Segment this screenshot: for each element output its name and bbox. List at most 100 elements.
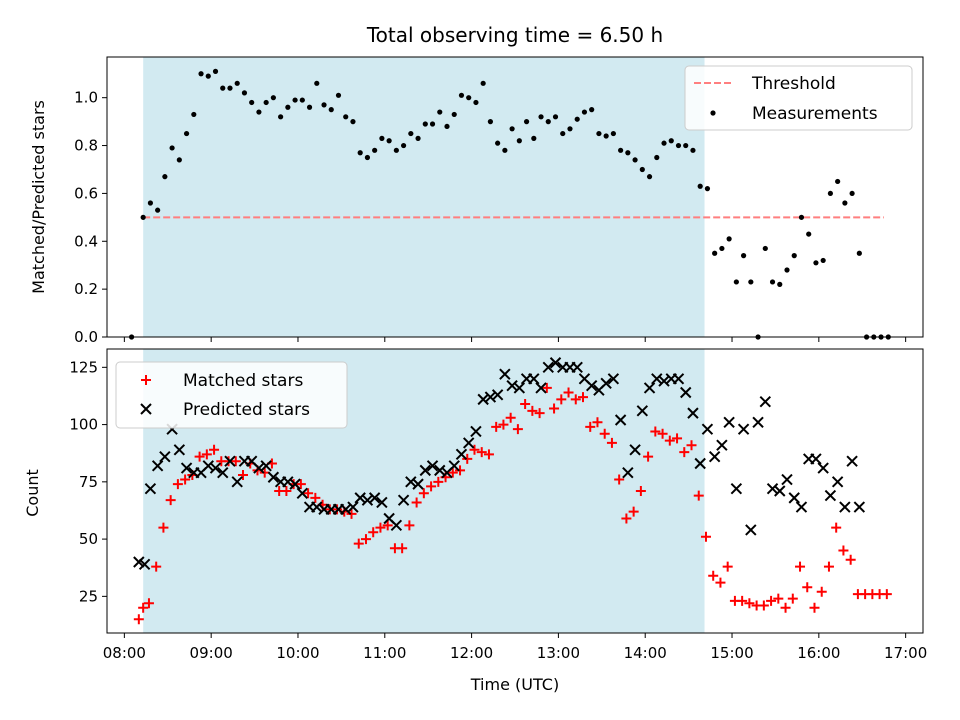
data-point <box>733 279 739 285</box>
data-point <box>386 138 392 144</box>
data-point <box>541 382 552 393</box>
data-point <box>831 476 844 488</box>
data-point <box>447 467 458 478</box>
data-point <box>748 279 754 285</box>
axes-spine <box>106 348 924 634</box>
data-point <box>227 85 233 91</box>
data-point <box>737 423 750 435</box>
data-point <box>346 508 357 519</box>
data-point <box>462 453 473 464</box>
data-point <box>138 602 149 613</box>
data-point <box>506 379 518 392</box>
data-point <box>484 391 497 403</box>
data-point <box>295 479 306 490</box>
x-tick-label: 17:00 <box>884 644 927 662</box>
data-point <box>180 474 191 485</box>
data-point <box>412 478 424 490</box>
bottom-y-ticks: 25 50 75 100 125 <box>69 358 107 605</box>
legend-label-matched: Matched stars <box>183 371 303 391</box>
data-point <box>513 382 526 394</box>
data-point <box>487 119 494 125</box>
data-point <box>382 520 393 531</box>
data-point <box>773 593 784 604</box>
data-point <box>599 428 610 439</box>
data-point <box>180 462 193 474</box>
data-point <box>520 398 531 409</box>
data-point <box>722 561 733 572</box>
data-point <box>560 130 566 137</box>
data-point <box>249 99 255 106</box>
data-point <box>603 133 609 139</box>
data-point <box>281 486 292 496</box>
data-point <box>173 444 186 456</box>
data-point <box>704 186 711 192</box>
data-point <box>155 207 161 213</box>
y-tick-label: 0.4 <box>74 232 98 250</box>
data-point <box>752 416 764 428</box>
data-point <box>144 483 157 495</box>
data-point <box>683 142 689 149</box>
axes-spine <box>106 56 924 338</box>
data-point <box>708 570 719 581</box>
data-point <box>823 561 834 572</box>
data-point <box>538 114 544 120</box>
data-point <box>690 147 696 153</box>
bottom-axes: 25 50 75 100 125 08:00 09:00 10:00 11:00 12:00 13… <box>23 348 927 694</box>
data-point <box>625 150 631 156</box>
data-point <box>434 464 446 477</box>
data-point <box>527 405 538 416</box>
legend-predicted-swatch <box>140 403 152 415</box>
top-axes-frame <box>106 56 924 338</box>
data-point <box>404 520 415 531</box>
data-point <box>469 444 480 455</box>
data-point <box>143 598 154 609</box>
data-point <box>364 154 371 161</box>
data-point <box>419 464 432 477</box>
data-point <box>534 408 545 419</box>
data-point <box>664 435 675 446</box>
data-point <box>607 373 620 385</box>
top-x-ticks <box>123 337 907 342</box>
data-point <box>646 174 653 180</box>
data-point <box>194 451 205 462</box>
data-point <box>621 513 632 524</box>
data-point <box>357 150 363 156</box>
y-tick-label: 0.2 <box>74 280 98 298</box>
data-point <box>694 457 706 470</box>
data-point <box>712 250 718 256</box>
data-point <box>238 469 248 480</box>
data-point <box>253 462 265 474</box>
data-point <box>774 485 786 497</box>
data-point <box>680 386 692 399</box>
top-y-ticks: 0.0 0.2 0.4 0.6 0.8 1.0 <box>74 89 107 346</box>
data-point <box>658 375 670 387</box>
data-point <box>769 279 776 285</box>
data-point <box>263 99 269 106</box>
data-point <box>715 577 726 588</box>
data-point <box>581 109 588 115</box>
data-point <box>162 174 168 180</box>
data-point <box>675 142 682 149</box>
data-point <box>390 519 403 532</box>
top-legend: Threshold Measurements <box>684 65 913 131</box>
data-point <box>842 200 848 206</box>
data-point <box>165 495 176 506</box>
data-point <box>657 428 668 439</box>
data-point <box>138 558 151 570</box>
x-tick-label: 12:00 <box>450 644 493 662</box>
data-point <box>314 80 320 86</box>
data-point <box>151 561 162 572</box>
data-point <box>473 99 479 106</box>
data-point <box>483 449 494 460</box>
data-point <box>531 135 537 141</box>
data-point <box>788 492 800 504</box>
data-point <box>448 460 460 472</box>
data-point <box>480 80 486 86</box>
data-point <box>350 119 356 125</box>
data-point <box>563 387 574 398</box>
data-point <box>310 492 321 503</box>
data-point <box>606 437 617 448</box>
top-y-axis-label: Matched/Predicted stars <box>29 100 48 294</box>
data-point <box>353 538 364 549</box>
